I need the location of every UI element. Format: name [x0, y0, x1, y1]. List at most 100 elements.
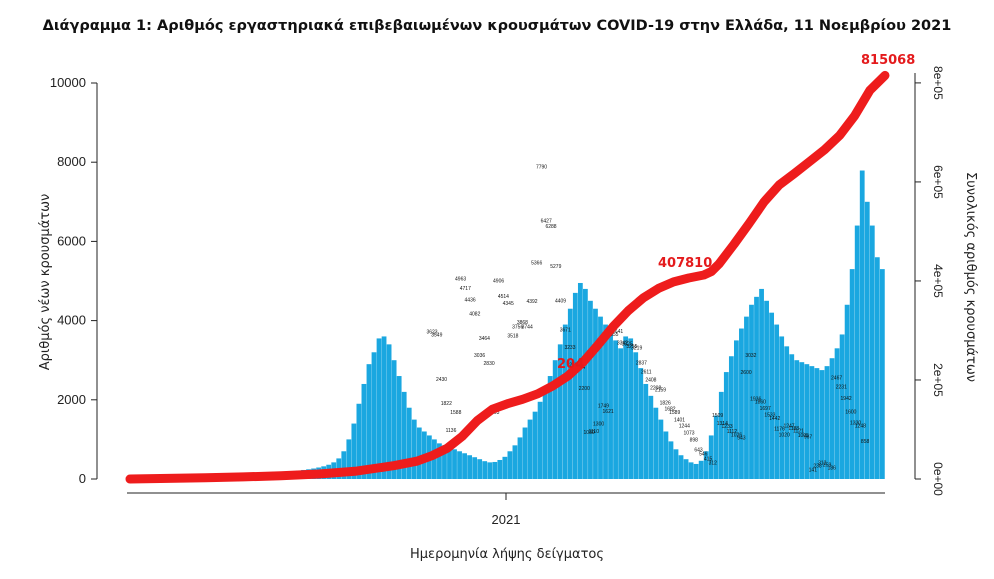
bar-value-label: 4906 [493, 279, 504, 285]
bar [754, 296, 759, 479]
bar [371, 352, 377, 479]
bar-value-label: 2200 [579, 386, 590, 392]
bar [723, 372, 729, 479]
bar [406, 407, 412, 479]
bar [653, 407, 659, 479]
bar [794, 360, 800, 479]
bar-value-label: 3342 [617, 341, 628, 347]
bar-value-label: 1822 [441, 401, 452, 407]
bar [527, 419, 533, 479]
bar-value-label: 2231 [836, 385, 847, 391]
right-tick-label: 0e+00 [931, 462, 945, 496]
bar-value-label: 3233 [564, 345, 575, 351]
bar [416, 427, 422, 479]
bar-value-label: 898 [690, 437, 699, 443]
bar [502, 456, 508, 479]
bar-value-label: 2467 [831, 375, 842, 381]
bar-value-label: 4717 [460, 286, 471, 292]
bar-value-label: 259 [823, 463, 832, 469]
bar [603, 324, 608, 479]
bar-value-label: 1005 [798, 433, 809, 439]
bar [583, 288, 588, 479]
bar [376, 338, 382, 479]
bar [618, 348, 624, 479]
bar-value-label: 1080 [584, 430, 595, 436]
bar [437, 443, 442, 479]
bar [442, 445, 447, 479]
bar [366, 364, 372, 479]
bar [744, 316, 749, 479]
bar [537, 401, 543, 479]
bar-value-label: 4082 [469, 311, 480, 317]
bar-value-label: 1936 [750, 396, 761, 402]
left-tick-label: 2000 [57, 392, 86, 407]
bar-value-label: 5366 [531, 261, 542, 267]
bar-value-label: 1589 [669, 410, 680, 416]
bar [396, 376, 402, 479]
bar-value-label: 4392 [526, 299, 537, 305]
bar-value-label: 312 [709, 461, 718, 467]
bar [728, 356, 734, 479]
bar [683, 459, 689, 479]
bar-value-label: 3744 [522, 325, 533, 331]
bar-value-label: 186 [828, 466, 837, 472]
bar-value-label: 3518 [507, 334, 518, 340]
x-axis-label: Ημερομηνία λήψης δείγματος [410, 547, 604, 562]
bar [673, 449, 679, 479]
bar-value-label: 2830 [484, 361, 495, 367]
bar [477, 459, 483, 479]
left-tick-label: 6000 [57, 233, 86, 248]
bar-value-label: 1300 [593, 422, 604, 428]
right-tick-label: 6e+05 [931, 165, 945, 199]
bar [739, 328, 744, 479]
bar-value-label: 1026 [731, 432, 742, 438]
bar-value-label: 546 [699, 451, 708, 457]
right-y-ticks: 0e+00 2e+05 4e+05 6e+05 8e+05 [915, 66, 945, 496]
bar [633, 352, 639, 479]
bar [638, 368, 644, 479]
bar-value-label: 3036 [474, 353, 485, 359]
bar-value-label: 1188 [788, 426, 799, 432]
bar-value-label: 3756 [512, 324, 523, 330]
bar [411, 419, 417, 479]
bar [844, 304, 850, 479]
bar-value-label: 1110 [589, 429, 600, 435]
cumulative-label-1: 204 [557, 357, 584, 372]
bar-value-label: 141 [809, 467, 818, 473]
bar-value-label: 2600 [741, 370, 752, 376]
bar [588, 300, 593, 479]
bar [643, 383, 649, 479]
bar [839, 334, 845, 479]
bar-value-label: 3032 [745, 353, 756, 359]
bar [391, 360, 397, 479]
bar [512, 445, 518, 479]
bar-value-label: 1314 [717, 421, 728, 427]
bar-value-label: 1247 [783, 424, 794, 430]
bar-value-label: 4963 [455, 277, 466, 283]
bar [522, 427, 528, 479]
bar [779, 336, 785, 479]
left-y-ticks: 0 2000 4000 6000 8000 10000 [50, 75, 97, 486]
bar-value-label: 3219 [631, 346, 642, 352]
bar [552, 360, 558, 479]
bar-value-label: 1244 [679, 424, 690, 430]
bar [769, 312, 775, 479]
bar-value-label: 3671 [560, 328, 571, 334]
y-axis-label: Αριθμός νέων κρουσμάτων [38, 194, 53, 371]
bar [447, 447, 452, 479]
bar-value-label: 643 [694, 448, 703, 454]
bar-value-label: 967 [804, 435, 813, 441]
bar-value-label: 2159 [655, 388, 666, 394]
bar-value-label: 1401 [674, 418, 685, 424]
bar [572, 292, 578, 479]
bar-value-label: 1588 [450, 410, 461, 416]
bar [764, 300, 769, 479]
bar [507, 451, 513, 479]
bar [829, 358, 835, 479]
bar [834, 348, 840, 479]
bar [487, 462, 493, 479]
bar-value-label: 3464 [479, 336, 490, 342]
bar-value-label: 1136 [446, 428, 457, 434]
bar-value-label: 1073 [683, 431, 694, 437]
